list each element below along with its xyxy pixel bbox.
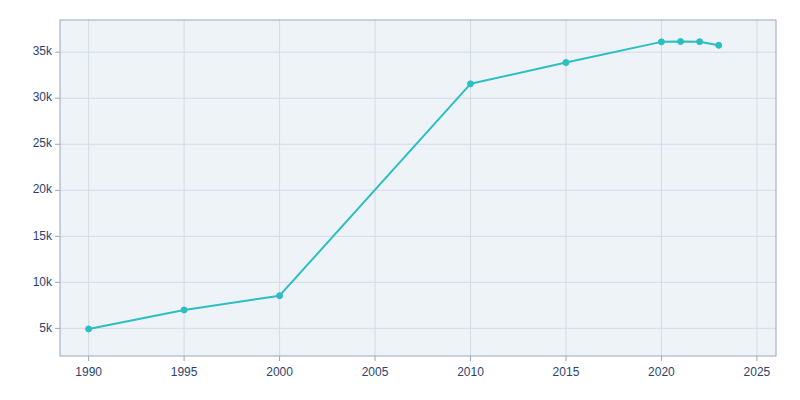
plot-background [60,20,776,356]
data-line [89,42,719,329]
data-point [658,39,664,45]
y-grid-line [60,144,776,145]
x-grid-line [470,20,471,356]
data-point [468,81,474,87]
x-tick [184,356,185,361]
data-point [716,42,722,48]
y-grid-line [60,328,776,329]
y-tick [55,328,60,329]
x-tick-label: 2005 [362,365,389,379]
y-tick-label: 5k [39,321,53,335]
x-grid-line [279,20,280,356]
grid [60,20,776,356]
x-tick [279,356,280,361]
chart-svg: 5k 10k 15k 20k 25k 30k 35k 1990 1995 2000 2005 2010… [0,0,800,400]
y-tick [55,52,60,53]
y-tick [55,282,60,283]
y-tick-label: 30k [33,90,53,104]
data-group [86,39,722,332]
data-point [697,39,703,45]
y-tick-label: 10k [33,275,53,289]
x-tick-label: 2020 [648,365,675,379]
y-tick [55,190,60,191]
y-grid-line [60,98,776,99]
y-tick-label: 20k [33,182,53,196]
x-tick-label: 1990 [75,365,102,379]
x-tick [470,356,471,361]
chart-container: 5k 10k 15k 20k 25k 30k 35k 1990 1995 2000 2005 2010… [0,0,800,400]
data-point [181,307,187,313]
y-grid-line [60,190,776,191]
page: {"chart_data": {"type": "line", "x": [19… [0,0,800,400]
y-tick-label: 15k [33,229,53,243]
x-tick-label: 2010 [457,365,484,379]
x-tick [756,356,757,361]
x-tick [565,356,566,361]
x-grid-line [565,20,566,356]
data-point [678,39,684,45]
y-tick [55,236,60,237]
y-tick [55,144,60,145]
x-tick-label: 2015 [553,365,580,379]
x-tick-label: 2025 [744,365,771,379]
x-grid-line [661,20,662,356]
y-tick-label: 35k [33,44,53,58]
x-tick [88,356,89,361]
y-grid-line [60,236,776,237]
x-grid-line [88,20,89,356]
data-point [563,60,569,66]
y-grid-line [60,282,776,283]
x-tick-label: 2000 [266,365,293,379]
y-tick-label: 25k [33,136,53,150]
data-point [86,326,92,332]
y-grid-line [60,52,776,53]
x-grid-line [756,20,757,356]
y-tick [55,98,60,99]
data-point [277,293,283,299]
x-grid-line [184,20,185,356]
axes: 5k 10k 15k 20k 25k 30k 35k 1990 1995 2000 2005 2010… [33,44,771,379]
x-tick [375,356,376,361]
x-tick-label: 1995 [171,365,198,379]
x-tick [661,356,662,361]
plot-frame [60,20,776,356]
